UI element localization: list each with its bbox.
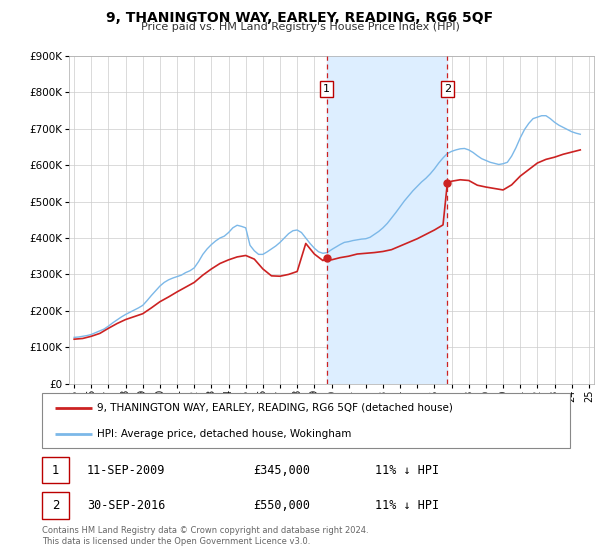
- Text: Price paid vs. HM Land Registry's House Price Index (HPI): Price paid vs. HM Land Registry's House …: [140, 22, 460, 32]
- Bar: [326, 56, 448, 384]
- Text: 9, THANINGTON WAY, EARLEY, READING, RG6 5QF (detached house): 9, THANINGTON WAY, EARLEY, READING, RG6 …: [97, 403, 454, 413]
- Text: 11% ↓ HPI: 11% ↓ HPI: [374, 499, 439, 512]
- Text: Contains HM Land Registry data © Crown copyright and database right 2024.
This d: Contains HM Land Registry data © Crown c…: [42, 526, 368, 546]
- Text: 11% ↓ HPI: 11% ↓ HPI: [374, 464, 439, 477]
- Text: £345,000: £345,000: [253, 464, 310, 477]
- Text: £550,000: £550,000: [253, 499, 310, 512]
- Text: 30-SEP-2016: 30-SEP-2016: [87, 499, 165, 512]
- Text: 2: 2: [52, 499, 59, 512]
- Text: HPI: Average price, detached house, Wokingham: HPI: Average price, detached house, Woki…: [97, 430, 352, 439]
- Text: 9, THANINGTON WAY, EARLEY, READING, RG6 5QF: 9, THANINGTON WAY, EARLEY, READING, RG6 …: [106, 11, 494, 25]
- Text: 11-SEP-2009: 11-SEP-2009: [87, 464, 165, 477]
- Bar: [42, 457, 70, 483]
- Text: 2: 2: [444, 84, 451, 94]
- Bar: [42, 492, 70, 519]
- Text: 1: 1: [323, 84, 330, 94]
- Text: 1: 1: [52, 464, 59, 477]
